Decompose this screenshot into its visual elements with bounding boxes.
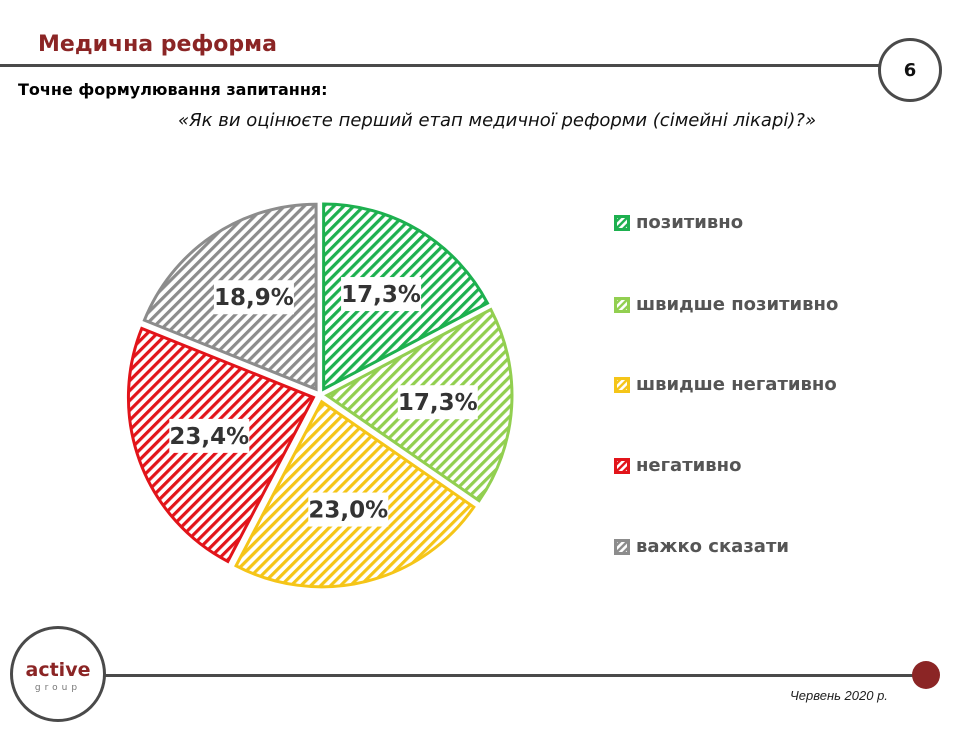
data-label-rather-positive: 17,3% xyxy=(398,390,478,416)
header-divider xyxy=(0,64,880,67)
legend-label-negative: негативно xyxy=(636,455,742,476)
data-label-positive: 17,3% xyxy=(341,282,421,308)
data-label-negative: 23,4% xyxy=(169,424,249,450)
footer-end-dot xyxy=(912,661,940,689)
legend-item-rather-negative: швидше негативно xyxy=(614,374,837,395)
legend-item-positive: позитивно xyxy=(614,212,743,233)
legend-label-rather-positive: швидше позитивно xyxy=(636,294,839,315)
question-text: «Як ви оцінюєте перший етап медичної реф… xyxy=(178,110,817,131)
data-label-bg-rather-negative xyxy=(308,492,389,527)
legend-label-rather-negative: швидше негативно xyxy=(636,374,837,395)
legend-label-hard-to-say: важко сказати xyxy=(636,536,789,557)
pie-chart: 17,3% 17,3% 23,0% 23,4% 18,9% xyxy=(127,202,514,589)
page-title: Медична реформа xyxy=(38,32,277,57)
legend-swatch-negative xyxy=(614,457,630,474)
page-number: 6 xyxy=(878,38,942,102)
legend-swatch-positive xyxy=(614,214,630,231)
legend-item-negative: негативно xyxy=(614,455,741,476)
legend-swatch-rather-positive xyxy=(614,296,630,313)
legend-swatch-hard-to-say xyxy=(614,538,630,555)
legend-swatch-rather-negative xyxy=(614,376,630,393)
logo-subtext: group xyxy=(34,683,82,693)
data-label-bg-positive xyxy=(341,277,422,312)
logo-text: active xyxy=(25,659,91,681)
report-date: Червень 2020 р. xyxy=(790,688,888,703)
legend-item-hard-to-say: важко сказати xyxy=(614,536,789,557)
footer-divider xyxy=(96,674,918,677)
data-label-bg-negative xyxy=(169,418,250,453)
legend-label-positive: позитивно xyxy=(636,212,744,233)
question-label: Точне формулювання запитання: xyxy=(18,80,328,99)
data-label-rather-negative: 23,0% xyxy=(308,498,388,524)
legend-item-rather-positive: швидше позитивно xyxy=(614,294,838,315)
data-label-hard-to-say: 18,9% xyxy=(214,285,294,311)
data-label-bg-hard-to-say xyxy=(213,280,294,315)
data-label-bg-rather-positive xyxy=(397,385,478,420)
company-logo: active group xyxy=(10,626,106,722)
